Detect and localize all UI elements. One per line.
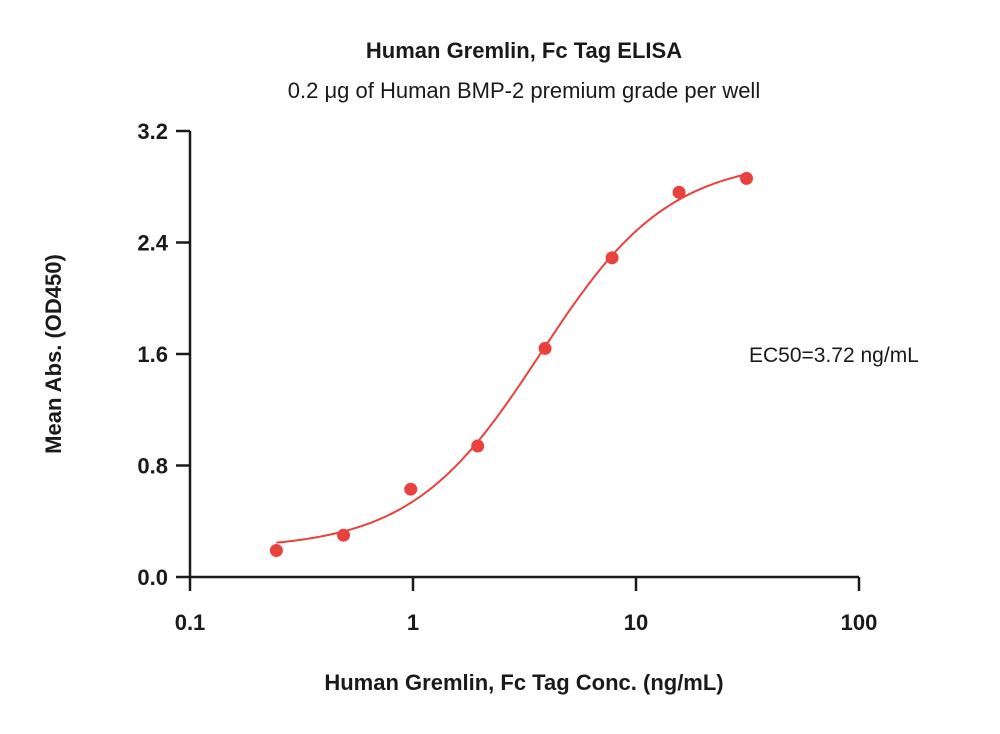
data-point — [337, 528, 351, 542]
y-tick-label: 0.8 — [137, 454, 168, 479]
data-point — [672, 185, 686, 199]
data-points — [269, 171, 754, 558]
y-tick-label: 2.4 — [137, 231, 168, 256]
y-axis-label: Mean Abs. (OD450) — [41, 254, 66, 454]
y-ticks: 0.0 0.8 1.6 2.4 3.2 — [137, 119, 190, 590]
x-ticks: 0.1 1 10 100 — [175, 577, 878, 635]
y-tick-label: 3.2 — [137, 119, 168, 144]
ec50-annotation: EC50=3.72 ng/mL — [749, 344, 919, 367]
x-tick-label: 100 — [841, 610, 878, 635]
data-point — [538, 341, 552, 355]
data-point — [404, 482, 418, 496]
x-tick-label: 1 — [407, 610, 419, 635]
x-axis-label: Human Gremlin, Fc Tag Conc. (ng/mL) — [324, 670, 723, 695]
chart-title: Human Gremlin, Fc Tag ELISA — [366, 38, 682, 63]
data-point — [471, 439, 485, 453]
x-tick-label: 0.1 — [175, 610, 206, 635]
data-point — [269, 544, 283, 558]
x-tick-label: 10 — [624, 610, 648, 635]
fit-curve — [276, 173, 747, 544]
chart-subtitle: 0.2 μg of Human BMP-2 premium grade per … — [288, 78, 760, 103]
data-point — [740, 171, 754, 185]
y-tick-label: 0.0 — [137, 565, 168, 590]
data-point — [605, 251, 619, 265]
y-tick-label: 1.6 — [137, 342, 168, 367]
